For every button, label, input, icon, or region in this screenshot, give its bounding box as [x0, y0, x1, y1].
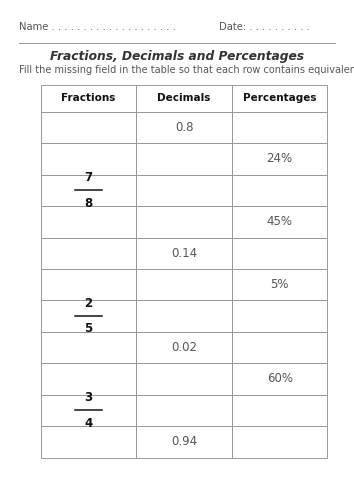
Bar — [41, 269, 136, 300]
Bar — [232, 85, 327, 112]
Bar — [136, 238, 232, 269]
Text: Decimals: Decimals — [158, 94, 211, 104]
Text: 24%: 24% — [267, 152, 293, 166]
Text: 8: 8 — [84, 196, 93, 209]
Bar — [41, 332, 136, 363]
Bar — [232, 112, 327, 143]
Bar — [41, 174, 136, 206]
Bar — [232, 206, 327, 238]
Text: Name . . . . . . . . . . . . . . . . . . . .: Name . . . . . . . . . . . . . . . . . .… — [19, 22, 176, 32]
Text: 4: 4 — [84, 416, 93, 430]
Bar — [232, 238, 327, 269]
Text: Date: . . . . . . . . . .: Date: . . . . . . . . . . — [219, 22, 310, 32]
Bar — [136, 85, 232, 112]
Bar — [136, 332, 232, 363]
Bar — [41, 394, 136, 426]
Bar — [41, 85, 136, 112]
Bar — [41, 426, 136, 458]
Text: 60%: 60% — [267, 372, 293, 386]
Text: 0.8: 0.8 — [175, 121, 193, 134]
Bar — [232, 269, 327, 300]
Text: Fractions: Fractions — [61, 94, 116, 104]
Bar — [232, 363, 327, 394]
Bar — [136, 300, 232, 332]
Bar — [41, 143, 136, 174]
Bar — [41, 363, 136, 394]
Bar — [136, 426, 232, 458]
Bar — [232, 426, 327, 458]
Bar — [232, 143, 327, 174]
Bar — [136, 112, 232, 143]
Bar — [232, 394, 327, 426]
Text: Fill the missing field in the table so that each row contains equivalent values:: Fill the missing field in the table so t… — [19, 65, 354, 75]
Bar — [136, 143, 232, 174]
Bar — [136, 363, 232, 394]
Bar — [136, 394, 232, 426]
Bar — [136, 206, 232, 238]
Bar — [232, 332, 327, 363]
Bar — [232, 174, 327, 206]
Bar — [41, 238, 136, 269]
Bar — [136, 269, 232, 300]
Text: 2: 2 — [85, 297, 92, 310]
Text: 0.94: 0.94 — [171, 436, 197, 448]
Text: Percentages: Percentages — [243, 94, 316, 104]
Bar — [232, 300, 327, 332]
Bar — [136, 174, 232, 206]
Text: 0.02: 0.02 — [171, 341, 197, 354]
Text: 5%: 5% — [270, 278, 289, 291]
Bar — [41, 112, 136, 143]
Text: 45%: 45% — [267, 216, 293, 228]
Text: Fractions, Decimals and Percentages: Fractions, Decimals and Percentages — [50, 50, 304, 63]
Text: 7: 7 — [85, 171, 92, 184]
Bar — [41, 206, 136, 238]
Bar — [41, 300, 136, 332]
Text: 3: 3 — [85, 391, 92, 404]
Text: 0.14: 0.14 — [171, 246, 197, 260]
Text: 5: 5 — [84, 322, 93, 336]
